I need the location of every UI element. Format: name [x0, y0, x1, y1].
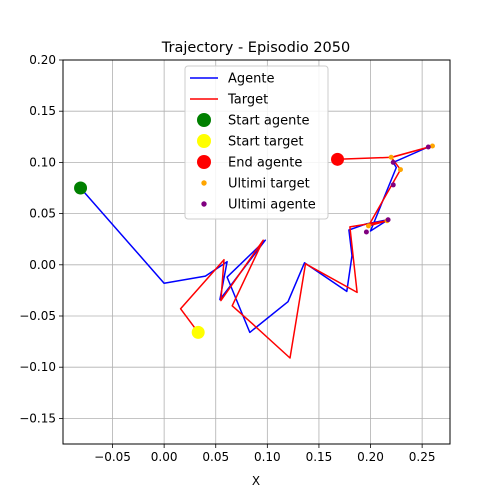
legend-label: Target	[227, 93, 268, 108]
axes-ticks: −0.05 0.00 0.05 0.10 0.15 0.20 0.25 −0.15 −0.10 −…	[19, 53, 435, 464]
legend-label: Ultimi target	[228, 177, 310, 192]
series-agente-line	[79, 146, 429, 334]
x-tick-label: −0.05	[94, 450, 131, 464]
point-ultimi-agente	[390, 182, 396, 188]
point-ultimi-target	[397, 167, 403, 173]
legend-label: Ultimi agente	[228, 198, 316, 213]
legend-box	[184, 65, 329, 220]
marker-end-agente	[331, 152, 345, 166]
plot-area	[74, 143, 435, 359]
chart-title: Trajectory - Episodio 2050	[161, 40, 350, 56]
legend-label: End agente	[228, 156, 302, 171]
x-tick-label: 0.00	[151, 450, 178, 464]
marker-start-target	[191, 325, 205, 339]
legend-label: Agente	[228, 72, 274, 87]
legend: Agente Target Start agente Start target End …	[184, 65, 329, 220]
x-tick-label: 0.10	[254, 450, 281, 464]
point-ultimi-agente	[385, 217, 391, 223]
y-tick-label: −0.10	[19, 360, 56, 374]
y-tick-label: −0.05	[19, 309, 56, 323]
legend-marker-swatch	[197, 155, 211, 169]
legend-label: Start agente	[228, 114, 309, 129]
y-tick-label: 0.00	[29, 258, 56, 272]
legend-marker-swatch	[197, 113, 211, 127]
x-tick-label: 0.25	[409, 450, 436, 464]
legend-label: Start target	[228, 135, 303, 150]
point-ultimi-agente	[390, 159, 396, 165]
legend-marker-swatch	[197, 134, 211, 148]
marker-start-agente	[74, 181, 88, 195]
y-tick-label: 0.20	[29, 53, 56, 67]
legend-dot-swatch	[201, 180, 207, 186]
point-ultimi-target	[388, 154, 394, 160]
series-target-line	[179, 145, 434, 359]
point-ultimi-target	[365, 223, 371, 229]
y-tick-label: 0.10	[29, 155, 56, 169]
plot-frame	[62, 59, 451, 445]
y-tick-label: 0.15	[29, 104, 56, 118]
x-tick-label: 0.05	[202, 450, 229, 464]
point-ultimi-target	[429, 143, 435, 149]
legend-dot-swatch	[201, 201, 207, 207]
x-axis-label: X	[252, 474, 260, 488]
y-tick-label: 0.05	[29, 207, 56, 221]
x-tick-label: 0.20	[357, 450, 384, 464]
point-ultimi-agente	[425, 144, 431, 150]
y-tick-label: −0.15	[19, 411, 56, 425]
point-ultimi-agente	[363, 229, 369, 235]
x-tick-label: 0.15	[306, 450, 333, 464]
